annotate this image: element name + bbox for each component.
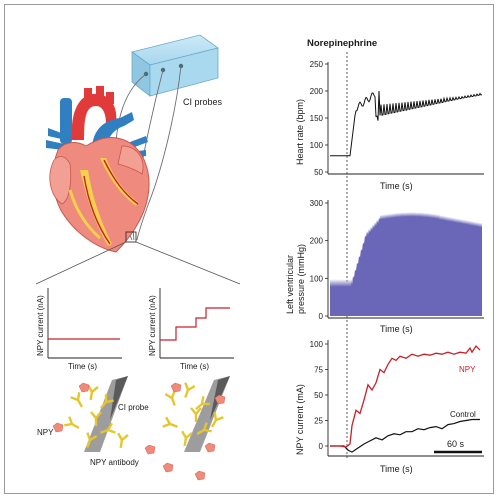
zoom-line-left: [35, 241, 127, 285]
heart-illustration: [46, 86, 150, 253]
lv-pressure-xlabel: Time (s): [380, 324, 413, 334]
npy-particle: [144, 444, 156, 455]
inset-b-trace: [160, 307, 230, 341]
control-series-label: Control: [450, 410, 476, 419]
npy-antibody: [117, 432, 129, 449]
npy-antibody: [190, 407, 202, 422]
ci-probe-label: CI probe: [118, 403, 149, 412]
npy-particle: [194, 470, 206, 481]
y-tick-label: 100: [310, 141, 324, 150]
npy-antibody: [86, 432, 98, 448]
y-tick-label: 300: [310, 199, 324, 208]
lv-pressure-panel: 300 200 100 0: [310, 199, 484, 321]
npy-antibody: [195, 396, 210, 411]
lv-pressure-ylabel-2: pressure (mmHg): [296, 244, 306, 314]
y-tick-label: 100: [310, 274, 324, 283]
npy-antibody: [196, 422, 212, 436]
lv-pressure-ylabel-1: Left ventricular: [285, 255, 295, 314]
y-tick-label: 0: [319, 442, 324, 451]
ci-probe-box: [131, 34, 219, 97]
y-tick-label: 150: [310, 114, 324, 123]
heart-rate-trace: [330, 90, 483, 157]
lv-pressure-area: [330, 212, 482, 316]
y-tick-label: 200: [310, 237, 324, 246]
y-tick-label: 50: [314, 391, 323, 400]
y-tick-label: 250: [310, 60, 324, 69]
npy-particle: [162, 462, 174, 473]
npy-antibody: [164, 390, 176, 406]
npy-antibody: [210, 412, 224, 428]
y-tick-label: 0: [319, 312, 324, 321]
heart-rate-xlabel: Time (s): [380, 181, 413, 191]
npy-antibody: [100, 422, 116, 434]
npy-particle: [78, 382, 90, 393]
heart-rate-ylabel: Heart rate (bpm): [295, 99, 305, 165]
right-title: Norepinephrine: [307, 38, 377, 49]
scale-bar-label: 60 s: [447, 439, 465, 449]
zoom-line-right: [135, 241, 241, 285]
inset-a-xlabel: Time (s): [68, 362, 97, 371]
inset-b-plot: [159, 288, 234, 359]
npy-current-ylabel: NPY current (mA): [295, 384, 305, 455]
inset-b-ylabel: NPY current (nA): [148, 295, 157, 356]
npy-particle: [170, 382, 182, 393]
antibody-schematic: [52, 376, 230, 481]
inset-a-ylabel: NPY current (nA): [36, 295, 45, 356]
npy-antibody: [99, 394, 114, 409]
y-tick-label: 50: [314, 168, 323, 177]
y-tick-label: 25: [314, 417, 323, 426]
ci-probes-label: CI probes: [183, 97, 223, 107]
npy-series-label: NPY: [459, 365, 476, 374]
npy-antibody: [162, 416, 178, 428]
npy-antibody-label: NPY antibody: [90, 458, 139, 467]
npy-particle-label: NPY: [37, 428, 54, 437]
npy-current-panel: 100 75 50 25 0: [310, 340, 484, 457]
inset-b-xlabel: Time (s): [180, 362, 209, 371]
npy-antibody: [181, 430, 193, 447]
figure-border: [4, 4, 494, 494]
npy-particle: [52, 422, 64, 433]
y-tick-label: 200: [310, 87, 324, 96]
heart-rate-panel: 250 200 150 100 50: [310, 60, 484, 177]
ci-probe-tip-left: [110, 376, 128, 420]
npy-antibody: [64, 416, 80, 430]
npy-particle: [204, 442, 216, 453]
npy-current-xlabel: Time (s): [380, 464, 413, 474]
npy-trace: [330, 344, 481, 448]
npy-antibody: [70, 392, 84, 408]
control-trace: [330, 418, 480, 453]
y-tick-label: 100: [310, 340, 324, 349]
y-tick-label: 75: [314, 366, 323, 375]
npy-antibody: [184, 382, 196, 398]
npy-antibody: [90, 411, 102, 426]
inset-a-plot: [47, 288, 122, 359]
npy-particle: [214, 394, 226, 405]
